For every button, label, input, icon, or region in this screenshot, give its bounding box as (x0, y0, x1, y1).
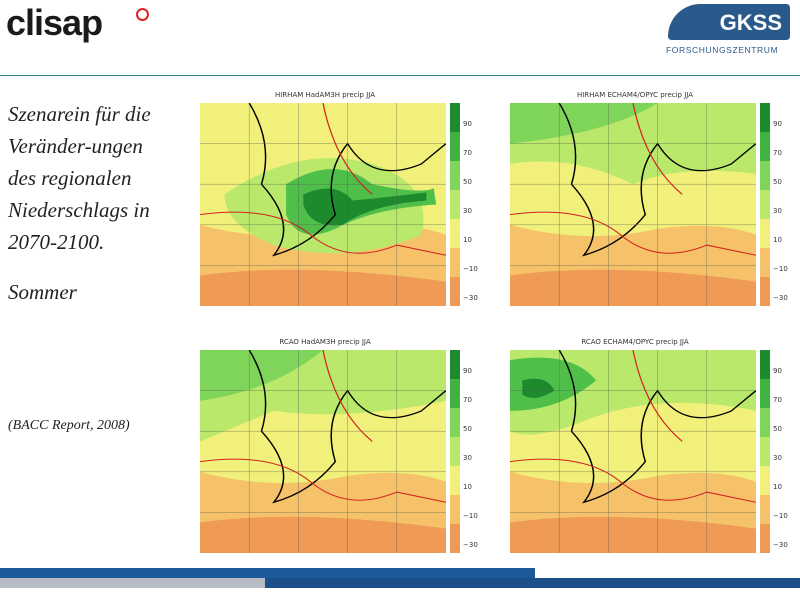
map-dry2 (200, 269, 446, 306)
source: (BACC Report, 2008) (8, 418, 130, 433)
logo-left: clisap (6, 2, 103, 43)
map-title: HIRHAM ECHAM4/OPYC precip JJA (577, 91, 693, 99)
map-panel: RCAO HadAM3H precip JJA 90 70 50 30 10 −10 −30 (200, 338, 478, 553)
colorbar-label: 50 (773, 425, 782, 433)
colorbar-segment (450, 495, 460, 524)
colorbar-segment (450, 219, 460, 248)
colorbar-segment (450, 248, 460, 277)
colorbar-segment (450, 350, 460, 379)
heading-line: Szenarein für die (8, 102, 151, 126)
logo-ring (136, 8, 149, 21)
colorbar-label: 90 (773, 367, 782, 375)
coastline (248, 103, 446, 257)
colorbar-segment (760, 408, 770, 437)
colorbar-label: −30 (463, 294, 478, 302)
map-wet (510, 103, 658, 144)
colorbar-segment (760, 103, 770, 132)
colorbar-label: 50 (773, 178, 782, 186)
logo-right-sub: FORSCHUNGSZENTRUM (666, 45, 779, 55)
map-title: HIRHAM HadAM3H precip JJA (275, 91, 375, 99)
map-title: RCAO ECHAM4/OPYC precip JJA (581, 338, 689, 346)
heading-line: Veränder-ungen (8, 134, 143, 158)
colorbar-label: 70 (463, 149, 472, 157)
colorbar-label: 70 (773, 149, 782, 157)
colorbar-segment (760, 248, 770, 277)
colorbar-label: 50 (463, 178, 472, 186)
colorbar-segment (450, 277, 460, 306)
colorbar-segment (450, 132, 460, 161)
map (200, 103, 446, 306)
map-dry2 (510, 516, 756, 553)
colorbar-label: 70 (463, 396, 472, 404)
colorbar-label: 30 (463, 454, 472, 462)
heading-line: Niederschlags in (8, 198, 150, 222)
border (510, 103, 756, 256)
colorbar-label: −30 (773, 294, 788, 302)
colorbar-label: −10 (773, 265, 788, 273)
map-panel: HIRHAM ECHAM4/OPYC precip JJA 90 70 50 30 10 −… (510, 91, 788, 306)
colorbar-label: 70 (773, 396, 782, 404)
heading-line: 2070-2100. (8, 230, 105, 254)
colorbar-label: −30 (463, 541, 478, 549)
footer-bar-blue (0, 568, 535, 578)
header-rule (0, 75, 800, 76)
colorbar-segment (760, 190, 770, 219)
colorbar-segment (760, 350, 770, 379)
border (510, 350, 756, 503)
colorbar-segment (760, 132, 770, 161)
colorbar-segment (760, 219, 770, 248)
colorbar-segment (760, 437, 770, 466)
colorbar-label: −10 (463, 512, 478, 520)
colorbar-segment (450, 408, 460, 437)
map-title: RCAO HadAM3H precip JJA (279, 338, 371, 346)
colorbar-label: 30 (773, 454, 782, 462)
colorbar-segment (450, 524, 460, 553)
footer-bar-gray (0, 578, 265, 588)
season: Sommer (8, 280, 77, 304)
colorbar-segment (450, 379, 460, 408)
map (510, 350, 756, 553)
colorbar-segment (760, 379, 770, 408)
map (510, 103, 756, 306)
colorbar-label: −10 (463, 265, 478, 273)
border (200, 350, 446, 503)
colorbar-label: 10 (463, 236, 472, 244)
colorbar-label: 10 (463, 483, 472, 491)
map (200, 350, 446, 553)
map-dry2 (510, 269, 756, 306)
border (200, 103, 446, 256)
colorbar-segment (760, 495, 770, 524)
colorbar-segment (760, 161, 770, 190)
colorbar-segment (450, 190, 460, 219)
colorbar-segment (450, 103, 460, 132)
coastline (558, 350, 756, 504)
colorbar-segment (450, 437, 460, 466)
map-dry2 (200, 516, 446, 553)
heading-line: des regionalen (8, 166, 132, 190)
colorbar-label: 90 (463, 367, 472, 375)
colorbar-segment (760, 524, 770, 553)
logo-right: GKSS (668, 4, 790, 40)
colorbar-segment (450, 161, 460, 190)
colorbar-label: −10 (773, 512, 788, 520)
coastline (558, 103, 756, 257)
colorbar-label: 10 (773, 236, 782, 244)
colorbar-label: 90 (463, 120, 472, 128)
colorbar-label: 10 (773, 483, 782, 491)
map-wet (522, 378, 555, 398)
colorbar-segment (760, 466, 770, 495)
colorbar-label: −30 (773, 541, 788, 549)
colorbar-segment (760, 277, 770, 306)
coastline (248, 350, 446, 504)
colorbar-segment (450, 466, 460, 495)
footer-bar-navy (265, 578, 800, 588)
colorbar-label: 50 (463, 425, 472, 433)
colorbar-label: 90 (773, 120, 782, 128)
map-panel: RCAO ECHAM4/OPYC precip JJA 90 70 50 30 10 −10… (510, 338, 788, 553)
map-panel: HIRHAM HadAM3H precip JJA 90 70 50 30 10 −10 −3… (200, 91, 478, 306)
colorbar-label: 30 (463, 207, 472, 215)
colorbar-label: 30 (773, 207, 782, 215)
